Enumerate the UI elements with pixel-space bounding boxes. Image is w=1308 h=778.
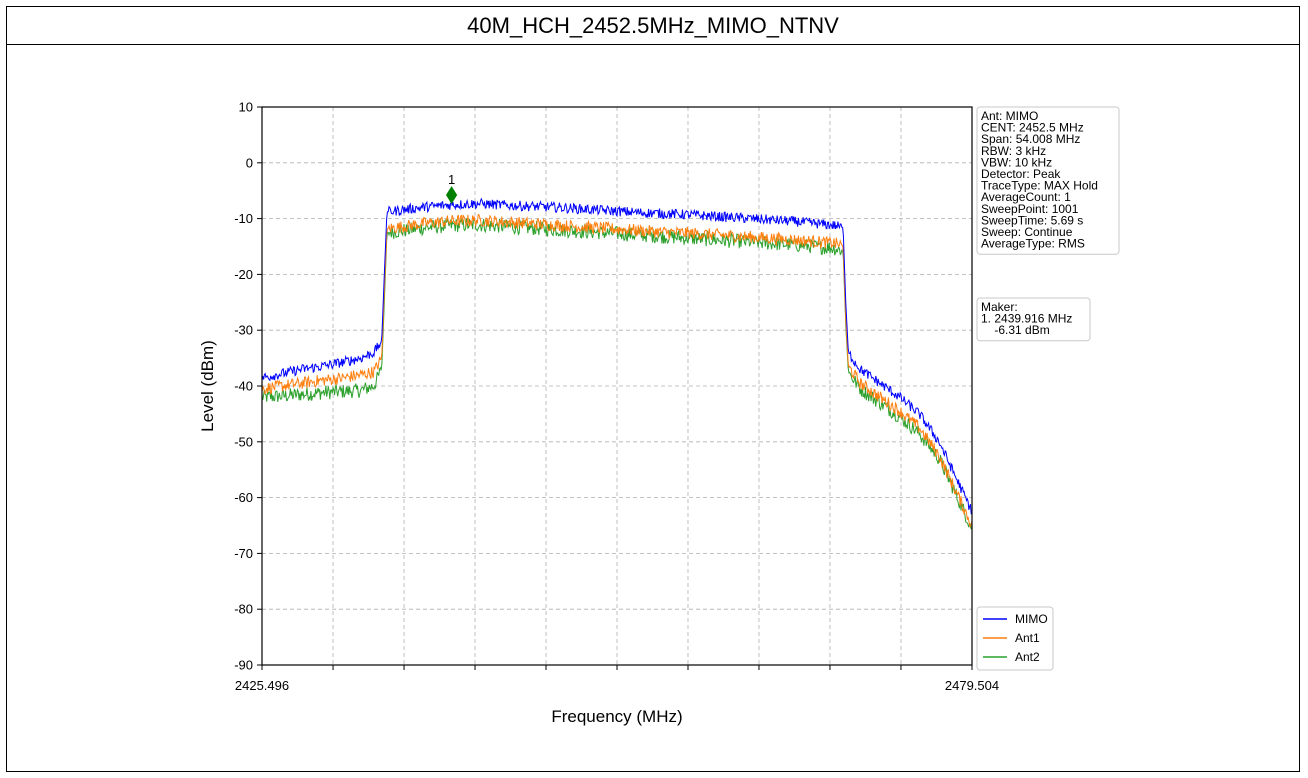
y-tick-label: -50 (234, 434, 253, 449)
plot-area-border (261, 106, 973, 666)
info-box-line: TraceType: MAX Hold (981, 179, 1098, 193)
info-box-line: SweepTime: 5.69 s (981, 213, 1083, 227)
legend-label-ant1: Ant1 (1015, 631, 1040, 645)
marker-box-line: Maker: (981, 300, 1018, 314)
marker-box: Maker:1. 2439.916 MHz -6.31 dBm (976, 297, 1091, 342)
info-box-frame (976, 106, 1120, 255)
info-box-line: VBW: 10 kHz (981, 155, 1052, 169)
x-tick-label: 2479.504 (945, 678, 999, 693)
traces (261, 197, 973, 530)
series-ant1-line (261, 214, 973, 528)
marker: 1 (445, 172, 458, 204)
y-tick-label: -10 (234, 211, 253, 226)
y-tick-label: -30 (234, 323, 253, 338)
legend-frame (976, 606, 1054, 671)
marker-box-line: -6.31 dBm (981, 323, 1050, 337)
marker-number: 1 (448, 172, 455, 187)
info-box-line: Span: 54.008 MHz (981, 132, 1080, 146)
x-axis-label: Frequency (MHz) (551, 707, 682, 726)
marker-box-frame (976, 297, 1091, 342)
info-box-line: SweepPoint: 1001 (981, 202, 1079, 216)
info-box-line: Ant: MIMO (981, 109, 1038, 123)
grid (262, 107, 972, 665)
chart-frame: 40M_HCH_2452.5MHz_MIMO_NTNV (6, 6, 1300, 772)
y-tick-label: 0 (246, 155, 253, 170)
marker-box-line: 1. 2439.916 MHz (981, 312, 1072, 326)
y-tick-label: -70 (234, 546, 253, 561)
y-tick-label: -90 (234, 658, 253, 673)
info-box-line: Detector: Peak (981, 167, 1061, 181)
legend: MIMO Ant1 Ant2 (976, 606, 1054, 671)
legend-label-mimo: MIMO (1015, 612, 1048, 626)
marker-diamond (445, 186, 458, 204)
legend-label-ant2: Ant2 (1015, 650, 1040, 664)
y-tick-label: -20 (234, 267, 253, 282)
chart-title: 40M_HCH_2452.5MHz_MIMO_NTNV (7, 7, 1299, 45)
axes: 10 0 -10 -20 -30 -40 -50 -60 -70 -80 -90 2425.496 24… (234, 100, 999, 694)
y-axis-label: Level (dBm) (198, 340, 217, 432)
y-tick-label: -40 (234, 379, 253, 394)
x-tick-label: 2425.496 (235, 678, 289, 693)
y-tick-label: -80 (234, 602, 253, 617)
info-box-line: CENT: 2452.5 MHz (981, 121, 1084, 135)
info-box-line: AverageCount: 1 (981, 190, 1071, 204)
y-tick-label: -60 (234, 490, 253, 505)
y-tick-label: 10 (239, 100, 253, 115)
info-box-line: AverageType: RMS (981, 237, 1085, 251)
info-box-line: RBW: 3 kHz (981, 144, 1046, 158)
series-ant2-line (261, 217, 973, 530)
series-mimo-line (261, 197, 973, 515)
info-box-line: Sweep: Continue (981, 225, 1073, 239)
